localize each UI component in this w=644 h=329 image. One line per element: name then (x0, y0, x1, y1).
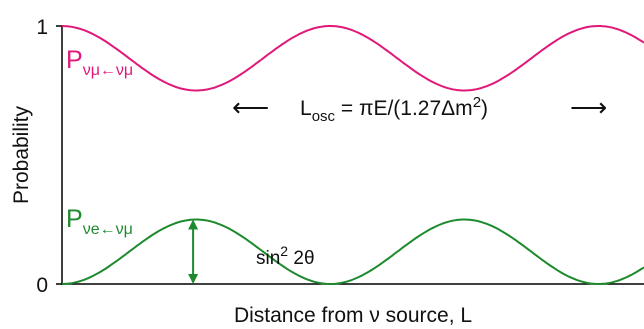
series-label-nue-appearance: Pνe←νμ (66, 205, 133, 238)
series-line-nue-appearance (61, 218, 644, 285)
y-axis-label: Probability (10, 105, 33, 204)
series-label-numu-main: P (66, 46, 83, 74)
osc-length-sub: osc (312, 108, 336, 125)
series-label-numu-survival: Pνμ←νμ (66, 46, 133, 79)
amplitude-arrowhead-bottom (188, 274, 199, 284)
y-tick-label-top: 1 (36, 16, 48, 39)
series-label-numu-sub: νμ←νμ (83, 62, 133, 79)
y-tick-label-bottom: 0 (36, 274, 48, 297)
amplitude-arrowhead-top (188, 219, 199, 230)
osc-length-main: L (300, 97, 312, 120)
osc-length-sup: 2 (473, 94, 481, 111)
amplitude-label: sin2 2θ (256, 243, 315, 269)
amplitude-label-sup: 2 (280, 243, 288, 259)
series-label-nue-sub: νe←νμ (83, 221, 133, 238)
series-line-numu-survival (61, 25, 644, 92)
osc-length-rest-2: ) (481, 97, 488, 120)
osc-arrow-right: ⟶ (570, 92, 607, 122)
osc-arrow-left: ⟵ (232, 92, 269, 122)
osc-length-rest-1: = πE/(1.27Δm (335, 97, 473, 120)
osc-length-formula: Losc = πE/(1.27Δm2) (300, 94, 488, 125)
amplitude-label-main: sin (256, 248, 280, 269)
amplitude-label-rest: 2θ (288, 248, 314, 269)
x-axis-label: Distance from ν source, L (234, 304, 472, 327)
series-label-nue-main: P (66, 205, 83, 233)
